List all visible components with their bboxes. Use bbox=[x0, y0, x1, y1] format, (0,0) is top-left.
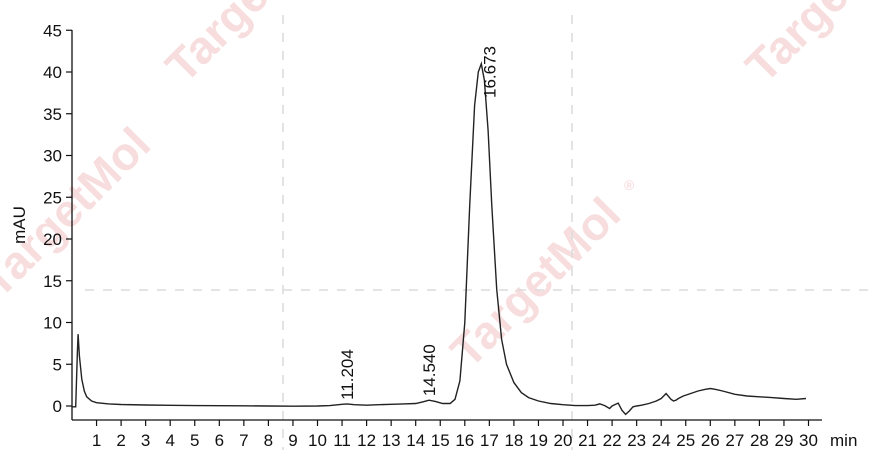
chromatogram-trace bbox=[72, 61, 807, 416]
y-tick-label: 25 bbox=[43, 188, 62, 207]
watermark-text: TargetMol bbox=[735, 0, 874, 92]
peak-label: 11.204 bbox=[338, 349, 357, 400]
y-tick-label: 30 bbox=[43, 147, 62, 166]
x-tick-label: 5 bbox=[190, 431, 199, 450]
x-tick-label: 28 bbox=[750, 431, 769, 450]
x-tick-label: 7 bbox=[239, 431, 248, 450]
background-dash-lines bbox=[85, 15, 870, 450]
y-tick-label: 20 bbox=[43, 230, 62, 249]
x-tick-label: 2 bbox=[116, 431, 125, 450]
x-tick-label: 23 bbox=[627, 431, 646, 450]
watermark-symbol: ® bbox=[624, 177, 635, 193]
y-tick-label: 35 bbox=[43, 105, 62, 124]
y-tick-label: 0 bbox=[53, 397, 62, 416]
x-tick-label: 6 bbox=[215, 431, 224, 450]
y-tick-label: 40 bbox=[43, 63, 62, 82]
y-tick-label: 5 bbox=[53, 355, 62, 374]
x-tick-label: 3 bbox=[141, 431, 150, 450]
axes bbox=[71, 30, 822, 421]
x-tick-label: 14 bbox=[406, 431, 425, 450]
x-tick-label: 9 bbox=[288, 431, 297, 450]
x-tick-label: 18 bbox=[504, 431, 523, 450]
x-tick-label: 13 bbox=[382, 431, 401, 450]
x-tick-label: 22 bbox=[603, 431, 622, 450]
x-tick-label: 29 bbox=[774, 431, 793, 450]
x-tick-label: 26 bbox=[701, 431, 720, 450]
x-tick-label: 10 bbox=[308, 431, 327, 450]
x-tick-label: 8 bbox=[264, 431, 273, 450]
x-tick-label: 19 bbox=[529, 431, 548, 450]
x-tick-label: 16 bbox=[455, 431, 474, 450]
y-tick-label: 10 bbox=[43, 314, 62, 333]
x-tick-label: 27 bbox=[725, 431, 744, 450]
peak-labels: 11.204 14.540 16.673 bbox=[338, 46, 499, 400]
x-tick-label: 21 bbox=[578, 431, 597, 450]
x-tick-label: 17 bbox=[480, 431, 499, 450]
x-tick-label: 20 bbox=[554, 431, 573, 450]
y-tick-label: 45 bbox=[43, 21, 62, 40]
y-axis-ticks: 0 5 10 15 20 25 30 35 40 45 bbox=[43, 21, 72, 416]
x-tick-label: 15 bbox=[431, 431, 450, 450]
y-tick-label: 15 bbox=[43, 272, 62, 291]
y-axis-title: mAU bbox=[10, 206, 29, 244]
peak-label: 16.673 bbox=[480, 46, 499, 98]
x-tick-label: 30 bbox=[799, 431, 818, 450]
x-tick-label: 1 bbox=[92, 431, 101, 450]
x-axis-ticks: 1 2 3 4 5 6 7 8 9 10 11 12 13 14 15 16 17 18 19 20 21 22 23 24 2… bbox=[92, 420, 818, 450]
x-tick-label: 4 bbox=[165, 431, 174, 450]
watermark-text: TargetMol bbox=[155, 0, 345, 92]
x-tick-label: 12 bbox=[357, 431, 376, 450]
watermark-layer: TargetMolTargetMolTargetMolTargetMol® bbox=[0, 0, 874, 377]
x-tick-label: 11 bbox=[333, 431, 351, 450]
peak-label: 14.540 bbox=[420, 344, 439, 396]
x-axis-title: min bbox=[830, 431, 857, 450]
x-tick-label: 24 bbox=[652, 431, 671, 450]
x-tick-label: 25 bbox=[676, 431, 695, 450]
